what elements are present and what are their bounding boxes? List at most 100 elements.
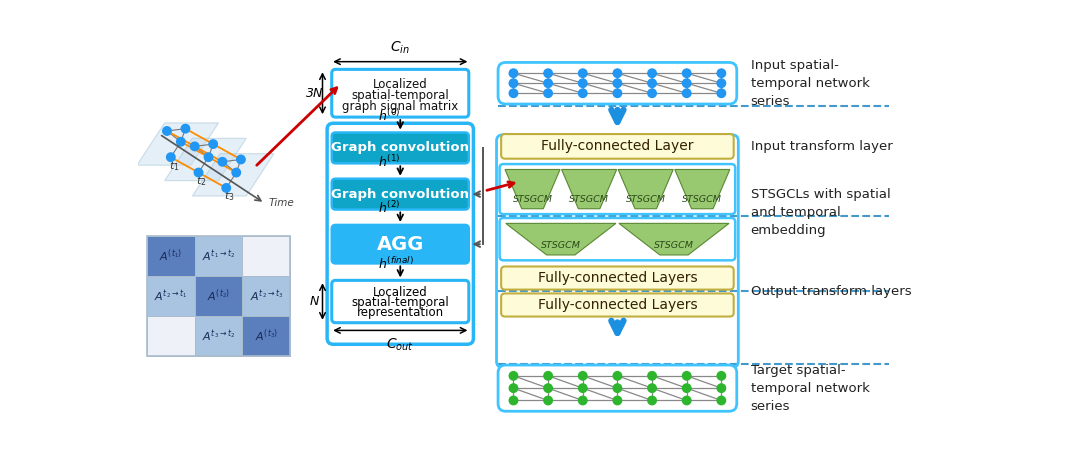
Circle shape	[544, 371, 552, 380]
FancyBboxPatch shape	[332, 179, 469, 210]
Circle shape	[613, 79, 622, 87]
Circle shape	[232, 168, 241, 177]
Circle shape	[544, 69, 552, 77]
Circle shape	[544, 396, 552, 405]
Text: Graph convolution: Graph convolution	[332, 188, 470, 201]
Bar	[147, 316, 194, 356]
Bar	[147, 276, 194, 316]
Circle shape	[683, 79, 691, 87]
Circle shape	[208, 140, 217, 148]
Text: $C_{out}$: $C_{out}$	[387, 337, 415, 353]
Polygon shape	[164, 138, 246, 181]
Circle shape	[683, 371, 691, 380]
Text: N: N	[310, 295, 320, 308]
Text: $A^{t_3 \to t_2}$: $A^{t_3 \to t_2}$	[202, 328, 235, 344]
Circle shape	[510, 384, 517, 393]
Circle shape	[717, 396, 726, 405]
Text: $A^{t_2 \to t_1}$: $A^{t_2 \to t_1}$	[154, 288, 188, 303]
Text: STSGCM: STSGCM	[569, 195, 609, 204]
Text: $A^{t_1 \to t_2}$: $A^{t_1 \to t_2}$	[202, 248, 235, 264]
Circle shape	[613, 384, 622, 393]
FancyBboxPatch shape	[332, 225, 469, 264]
Circle shape	[648, 69, 657, 77]
Circle shape	[510, 371, 517, 380]
Text: spatial-temporal: spatial-temporal	[351, 89, 449, 102]
Text: 3N: 3N	[306, 87, 324, 100]
Circle shape	[613, 371, 622, 380]
Text: $t_1$: $t_1$	[168, 159, 179, 173]
Circle shape	[648, 89, 657, 98]
Text: Time: Time	[269, 197, 295, 208]
Circle shape	[717, 371, 726, 380]
Polygon shape	[562, 169, 617, 209]
Circle shape	[613, 89, 622, 98]
Circle shape	[648, 396, 657, 405]
Circle shape	[510, 89, 517, 98]
Circle shape	[181, 124, 190, 133]
Circle shape	[222, 184, 230, 192]
Circle shape	[166, 153, 175, 161]
FancyBboxPatch shape	[498, 365, 737, 411]
Circle shape	[717, 89, 726, 98]
Text: $h^{(final)}$: $h^{(final)}$	[378, 256, 415, 272]
Text: STSGCLs with spatial
and temporal
embedding: STSGCLs with spatial and temporal embedd…	[751, 188, 890, 237]
Text: Output transform layers: Output transform layers	[751, 285, 912, 298]
Text: $h^{(0)}$: $h^{(0)}$	[378, 108, 401, 124]
Circle shape	[579, 79, 588, 87]
Text: AGG: AGG	[377, 234, 424, 254]
Circle shape	[683, 396, 691, 405]
Circle shape	[177, 137, 185, 146]
Polygon shape	[675, 169, 730, 209]
Circle shape	[237, 155, 245, 164]
Text: STSGCM: STSGCM	[654, 241, 694, 250]
Circle shape	[190, 142, 199, 151]
Circle shape	[579, 384, 588, 393]
Circle shape	[683, 69, 691, 77]
Circle shape	[717, 384, 726, 393]
Circle shape	[544, 384, 552, 393]
Circle shape	[510, 396, 517, 405]
Text: representation: representation	[356, 306, 444, 318]
FancyBboxPatch shape	[501, 266, 733, 289]
Circle shape	[579, 396, 588, 405]
Text: $t_2$: $t_2$	[197, 174, 207, 188]
FancyBboxPatch shape	[498, 62, 737, 104]
Bar	[194, 236, 242, 276]
Bar	[147, 236, 291, 356]
Text: $h^{(2)}$: $h^{(2)}$	[378, 201, 401, 216]
Text: Input transform layer: Input transform layer	[751, 140, 892, 153]
Circle shape	[544, 79, 552, 87]
Bar	[242, 276, 291, 316]
Text: $A^{(t_2)}$: $A^{(t_2)}$	[207, 287, 230, 304]
Circle shape	[683, 384, 691, 393]
Text: STSGCM: STSGCM	[513, 195, 553, 204]
Text: $A^{(t_3)}$: $A^{(t_3)}$	[255, 327, 278, 344]
Bar	[194, 276, 242, 316]
Bar	[242, 236, 291, 276]
FancyBboxPatch shape	[501, 134, 733, 159]
Text: spatial-temporal: spatial-temporal	[351, 296, 449, 309]
Circle shape	[544, 89, 552, 98]
Text: STSGCM: STSGCM	[683, 195, 723, 204]
Circle shape	[579, 371, 588, 380]
FancyBboxPatch shape	[332, 69, 469, 117]
Text: $A^{t_2 \to t_3}$: $A^{t_2 \to t_3}$	[249, 288, 283, 303]
Text: Localized: Localized	[373, 286, 428, 299]
Circle shape	[717, 79, 726, 87]
Text: graph signal matrix: graph signal matrix	[342, 100, 458, 113]
Circle shape	[218, 158, 227, 166]
Text: $C_{in}$: $C_{in}$	[390, 39, 410, 55]
Bar	[147, 236, 194, 276]
FancyBboxPatch shape	[501, 294, 733, 317]
Circle shape	[510, 69, 517, 77]
Text: $t_3$: $t_3$	[224, 189, 234, 203]
Circle shape	[717, 69, 726, 77]
Text: STSGCM: STSGCM	[625, 195, 665, 204]
Circle shape	[510, 79, 517, 87]
Circle shape	[683, 89, 691, 98]
Circle shape	[613, 69, 622, 77]
Polygon shape	[505, 169, 561, 209]
Text: Fully-connected Layers: Fully-connected Layers	[538, 271, 698, 285]
Circle shape	[163, 127, 172, 135]
Text: STSGCM: STSGCM	[541, 241, 581, 250]
